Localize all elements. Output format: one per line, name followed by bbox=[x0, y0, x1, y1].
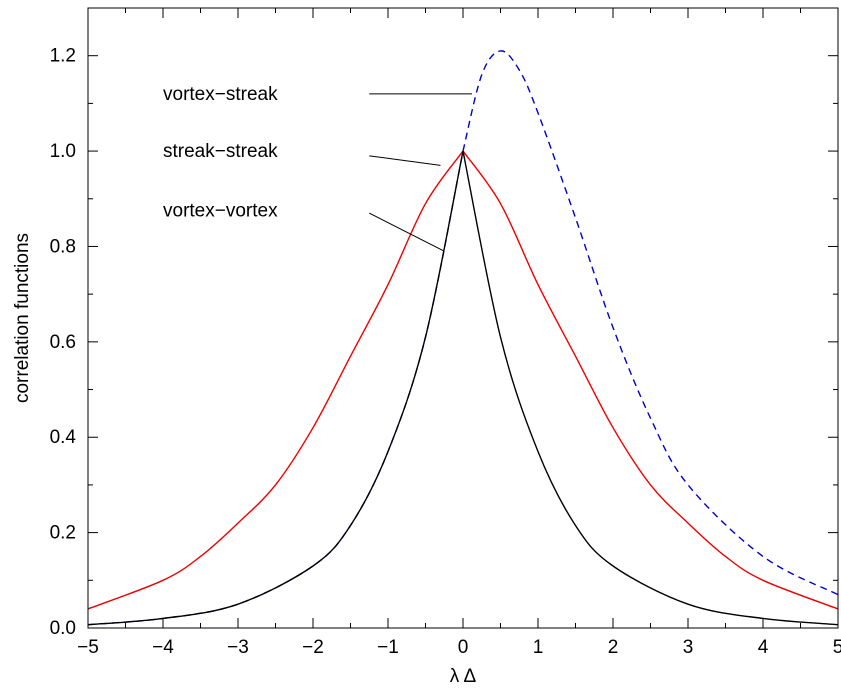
legend-labels: vortex−streak streak−streak vortex−vortex bbox=[163, 84, 278, 222]
y-tick-label: 0.2 bbox=[50, 523, 76, 544]
annotation-leader-line bbox=[369, 156, 440, 166]
series-vortex-vortex-line bbox=[88, 151, 838, 625]
annotation-leaders bbox=[369, 94, 472, 251]
y-tick-label: 0.0 bbox=[50, 618, 76, 639]
x-tick-label: 4 bbox=[758, 637, 769, 658]
x-tick-label: −5 bbox=[77, 637, 99, 658]
x-tick-label: −2 bbox=[302, 637, 324, 658]
annotation-label: streak−streak bbox=[163, 141, 278, 162]
x-tick-label: 0 bbox=[458, 637, 469, 658]
curves-layer bbox=[88, 51, 838, 625]
y-tick-label: 0.4 bbox=[50, 427, 77, 448]
annotation-label: vortex−vortex bbox=[163, 201, 278, 222]
y-tick-label: 0.6 bbox=[50, 332, 76, 353]
series-vortex-streak-line bbox=[88, 51, 838, 625]
x-tick-label: −1 bbox=[377, 637, 399, 658]
annotation-leader-line bbox=[369, 213, 444, 251]
x-tick-label: 5 bbox=[833, 637, 841, 658]
x-tick-label: 3 bbox=[683, 637, 694, 658]
y-tick-label: 1.0 bbox=[50, 141, 76, 162]
x-axis-label: λ Δ bbox=[450, 666, 477, 687]
y-tick-labels: 0.0 0.2 0.4 0.6 0.8 1.0 1.2 bbox=[50, 46, 77, 639]
x-tick-label: 2 bbox=[608, 637, 619, 658]
x-tick-labels: −5 −4 −3 −2 −1 0 1 2 3 4 5 bbox=[77, 637, 841, 658]
annotation-label: vortex−streak bbox=[163, 84, 278, 105]
y-axis-label: correlation functions bbox=[12, 233, 33, 403]
x-tick-label: 1 bbox=[533, 637, 544, 658]
x-tick-label: −4 bbox=[152, 637, 174, 658]
y-tick-label: 0.8 bbox=[50, 236, 76, 257]
x-tick-label: −3 bbox=[227, 637, 249, 658]
y-tick-label: 1.2 bbox=[50, 46, 76, 67]
